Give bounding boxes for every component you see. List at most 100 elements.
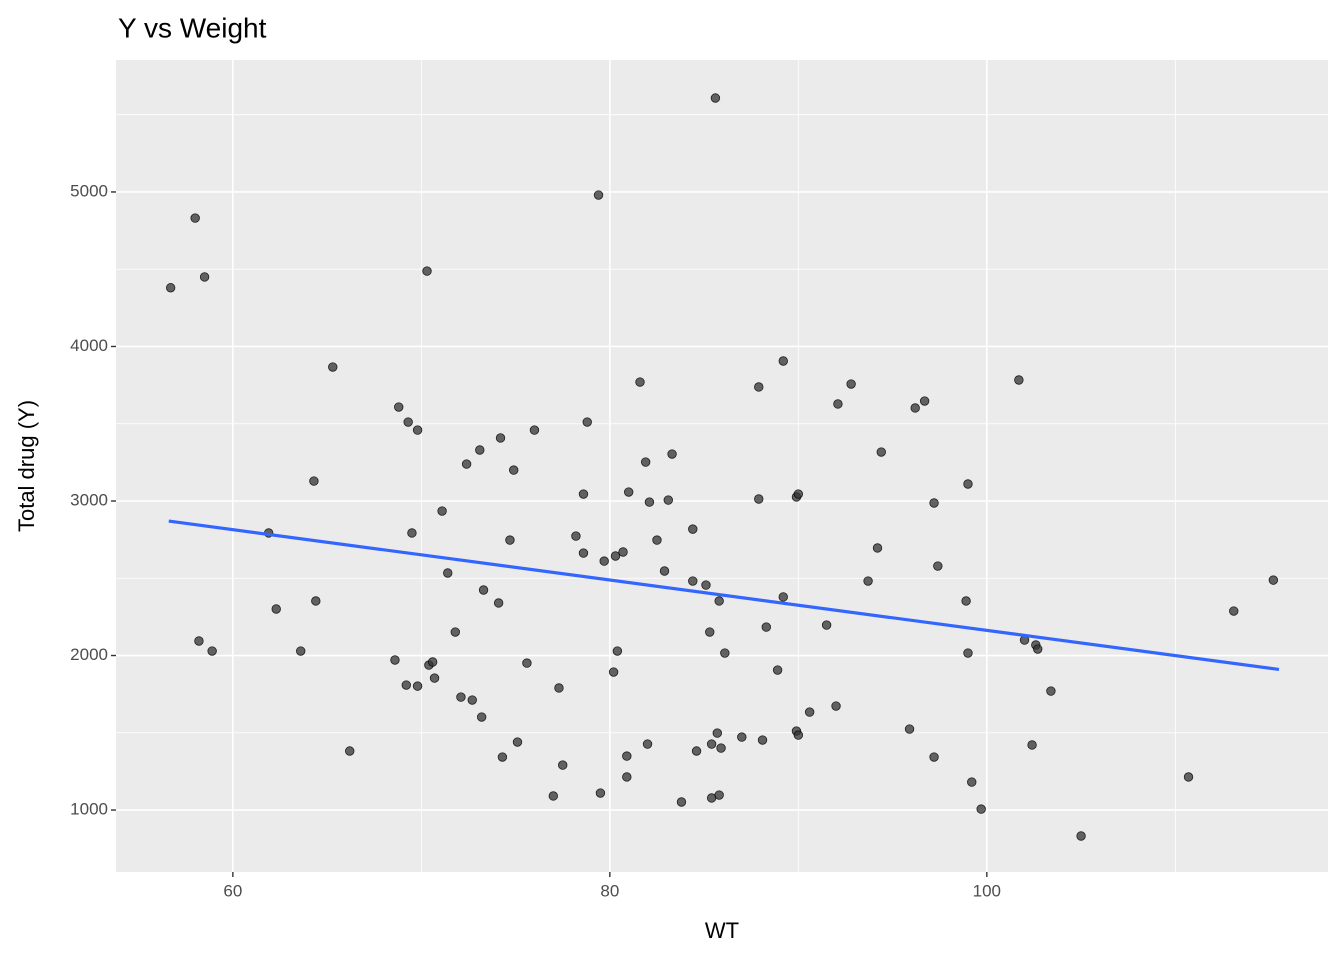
point [311, 596, 321, 606]
point [548, 791, 559, 801]
point [757, 735, 768, 745]
point [644, 497, 655, 507]
point [754, 382, 764, 392]
point [497, 752, 508, 762]
point [710, 93, 721, 103]
point [476, 712, 487, 722]
point [509, 465, 519, 475]
point [793, 730, 804, 740]
chart-title: Y vs Weight [118, 12, 267, 43]
point [427, 657, 438, 667]
point [271, 604, 281, 614]
point [612, 646, 623, 656]
point [863, 576, 873, 586]
panel-background [116, 60, 1328, 872]
point [495, 433, 506, 443]
point [976, 804, 986, 814]
point [833, 399, 843, 409]
axes: 60 80 100 1000 2000 3000 4000 5000 [70, 181, 1001, 900]
point [872, 543, 883, 553]
point [412, 425, 423, 435]
point [929, 498, 939, 508]
point [967, 777, 977, 787]
point [608, 667, 619, 677]
point [676, 797, 687, 807]
point [691, 746, 702, 756]
point [1027, 740, 1037, 750]
point [390, 655, 400, 665]
point [705, 627, 715, 637]
point [165, 283, 176, 293]
point [793, 489, 804, 499]
point [529, 425, 540, 435]
y-tick-label: 3000 [70, 490, 108, 509]
point [688, 524, 698, 534]
point [610, 551, 621, 561]
fit-line [168, 519, 1280, 672]
point [737, 732, 747, 742]
y-tick-label: 5000 [70, 181, 108, 200]
point [450, 627, 460, 637]
point [772, 665, 783, 675]
point [599, 556, 609, 566]
point [876, 447, 886, 457]
y-tick-label: 2000 [70, 645, 108, 664]
point [961, 596, 971, 606]
point [595, 788, 606, 798]
point [667, 449, 677, 459]
point [407, 528, 417, 538]
point [571, 531, 581, 541]
point [1268, 575, 1279, 585]
point [199, 272, 210, 282]
point [640, 457, 651, 467]
point [714, 596, 724, 606]
point [456, 692, 466, 702]
point [467, 695, 477, 705]
point [754, 494, 764, 504]
point [706, 739, 717, 749]
point [403, 417, 413, 427]
point [1076, 831, 1086, 841]
point [929, 752, 939, 762]
point [720, 648, 730, 658]
point [618, 547, 628, 557]
y-tick-label: 4000 [70, 336, 108, 355]
point [207, 646, 217, 656]
point [190, 213, 200, 223]
point [328, 362, 338, 372]
point [1046, 686, 1056, 696]
point [593, 190, 604, 200]
point [846, 379, 856, 389]
point [401, 680, 411, 690]
point [478, 585, 489, 595]
point [821, 620, 832, 630]
point [963, 648, 973, 658]
point [714, 790, 724, 800]
point [1014, 375, 1024, 385]
point [701, 580, 711, 590]
point [443, 568, 453, 578]
point [642, 739, 653, 749]
fit-group [168, 519, 1280, 672]
point [461, 459, 472, 469]
point [522, 658, 532, 668]
point [309, 476, 319, 486]
point [582, 417, 592, 427]
point [716, 743, 726, 753]
y-axis-title: Total drug (Y) [14, 400, 39, 532]
point [663, 495, 673, 505]
point [194, 636, 204, 646]
point [554, 683, 564, 693]
point [578, 548, 589, 558]
point [493, 598, 504, 608]
point [652, 535, 662, 545]
point [919, 396, 930, 406]
point [394, 402, 404, 412]
x-tick-label: 60 [223, 881, 242, 900]
point [558, 760, 568, 770]
point [422, 266, 432, 276]
point [804, 707, 815, 717]
point [412, 681, 423, 691]
grid [116, 60, 1328, 872]
